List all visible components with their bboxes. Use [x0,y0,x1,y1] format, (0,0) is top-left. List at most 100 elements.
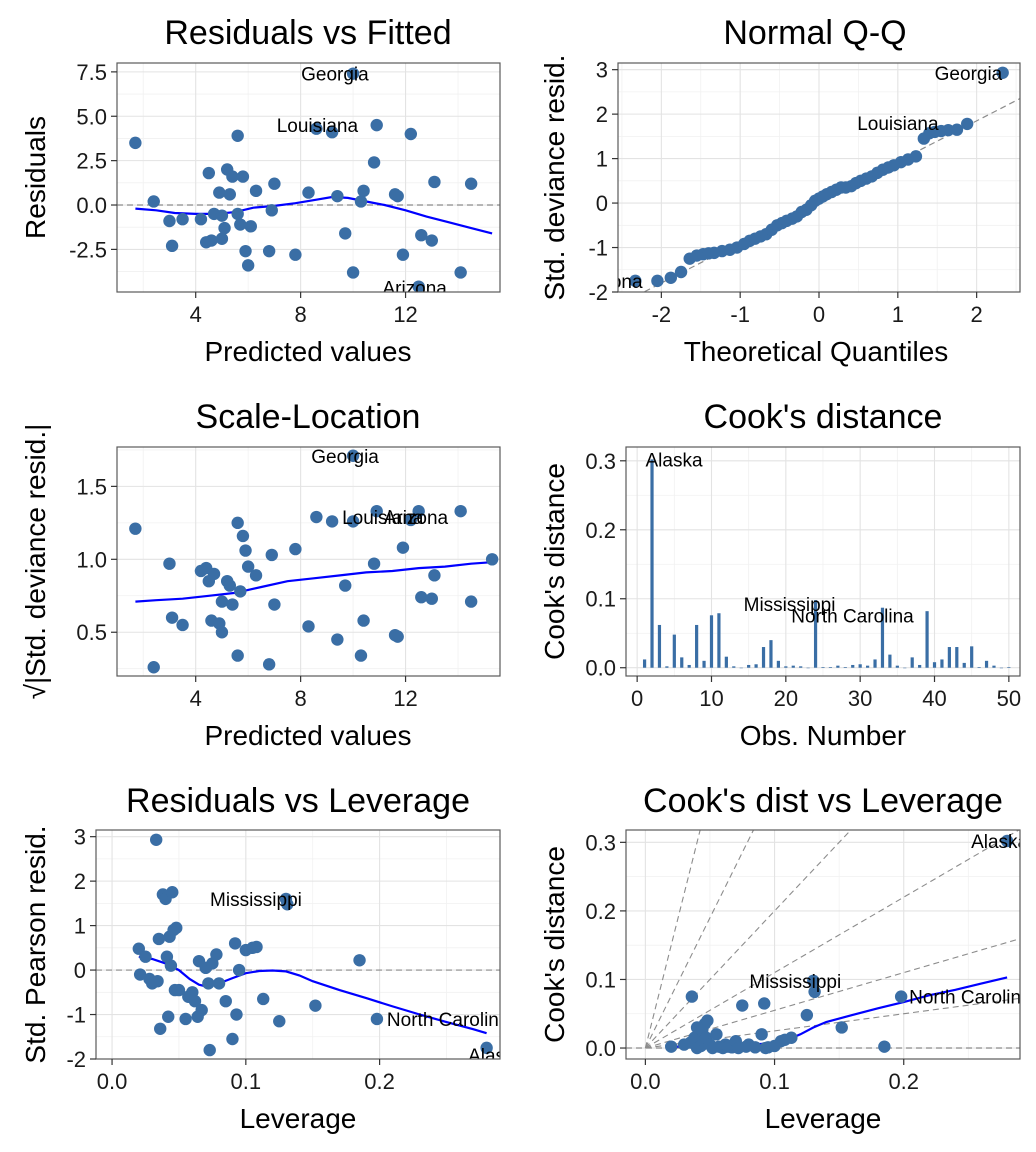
x-tick-label: 0.1 [231,1069,262,1094]
data-point [194,213,208,226]
data-point [231,649,244,662]
plot-content: Mississippi North Carolina Alaska [96,833,500,1059]
panel-title: Normal Q-Q [723,14,906,52]
data-point [367,156,381,169]
data-point [179,1012,192,1026]
data-point [428,569,441,582]
data-point [147,195,160,208]
data-point [265,548,278,562]
data-point [674,265,688,279]
data-point [195,1003,208,1017]
data-point [215,595,229,608]
data-point [149,833,163,846]
data-point [265,204,278,217]
data-point [391,630,404,643]
cook-bar [910,657,914,668]
smooth-line [135,195,493,235]
data-point [370,1012,384,1026]
cook-bar [680,657,684,668]
x-tick-label: 8 [295,686,307,711]
data-point [346,515,360,528]
x-axis-label: Leverage [765,1103,882,1134]
data-point [231,207,244,221]
x-tick-label: 2 [971,302,983,327]
cook-bar [858,664,862,668]
cook-bar [955,647,959,668]
y-tick-label: -2.5 [69,237,107,262]
data-point [415,591,428,604]
data-point [755,1028,768,1041]
y-tick-label: 2.5 [76,149,107,174]
cook-contour-line [644,830,852,1049]
smooth-line [135,561,493,603]
cook-bar [925,611,929,668]
cook-bar [761,647,766,668]
data-point [129,136,142,150]
cook-bar [970,646,974,668]
cook-bar [851,664,855,668]
cook-bar [977,667,981,668]
point-label: Alaska [646,450,703,471]
x-tick-label: 0.2 [888,1069,919,1094]
data-point [808,985,821,999]
x-tick-label: -2 [652,302,672,327]
data-point [226,598,239,611]
data-point [701,1014,714,1027]
cook-bar [836,665,840,668]
point-label: Georgia [311,447,379,468]
y-tick-label: 0.0 [585,1036,616,1061]
cook-bar [672,634,676,668]
data-point [151,974,164,988]
data-point [231,516,244,530]
panel-title: Cook's dist vs Leverage [643,782,1003,820]
cook-bar [702,660,706,668]
panel-title: Residuals vs Fitted [164,14,451,52]
point-label: Arizona [382,279,447,300]
data-point [234,218,247,231]
x-tick-label: 0.0 [630,1069,661,1094]
panel-title: Scale-Location [196,398,421,436]
point-label: Georgia [935,64,1003,85]
y-tick-label: -2 [66,1047,86,1072]
x-tick-label: 0.1 [759,1069,790,1094]
plot-frame [625,829,1021,1060]
cook-bar [1007,667,1011,668]
point-label: Arizona [578,272,643,293]
x-tick-label: 0 [813,302,825,327]
y-axis-label: Std. deviance resid. [539,55,570,301]
cook-bar [754,664,758,668]
data-point [163,557,176,570]
data-point [228,937,242,950]
cook-bar [709,615,714,668]
cook-bar [903,667,907,669]
data-point [454,266,467,279]
cook-bar [747,664,751,668]
cook-bar [888,654,892,668]
cook-bar [828,667,833,668]
cook-bar [918,664,922,668]
point-label: Louisiana [277,116,359,137]
data-point [325,126,339,139]
data-point [139,950,152,963]
data-point [239,544,252,557]
data-point [202,977,215,990]
data-point [464,177,478,190]
data-point [354,195,368,208]
data-point [785,1031,798,1044]
y-tick-label: 0 [596,191,608,216]
data-point [710,1028,723,1041]
y-axis-label: Cook's distance [539,463,570,660]
y-tick-label: 0.2 [585,899,616,924]
data-point [232,963,246,977]
cook-bar [821,667,825,668]
cook-bar [866,665,870,668]
data-point [950,123,964,136]
data-point [367,557,381,570]
cook-bar [717,613,721,668]
